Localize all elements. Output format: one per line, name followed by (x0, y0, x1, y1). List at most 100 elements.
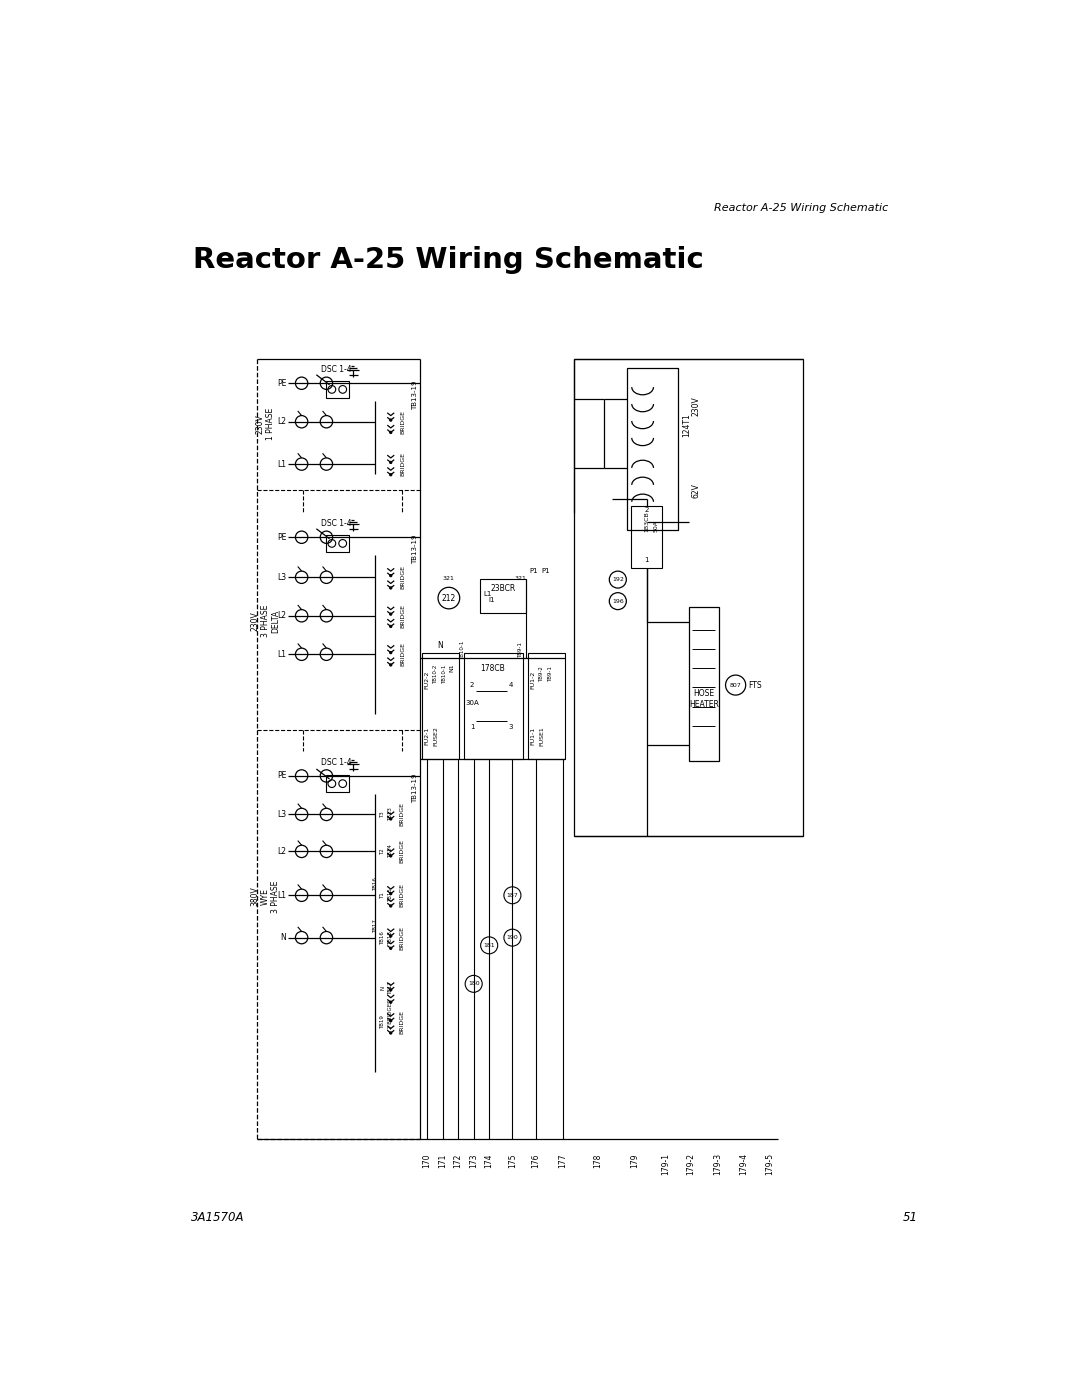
Bar (631, 507, 662, 569)
Bar (326, 535, 349, 552)
Text: DSC 1-4: DSC 1-4 (321, 365, 352, 374)
Text: BRIDGE: BRIDGE (400, 802, 405, 827)
Circle shape (390, 817, 392, 820)
Text: 321: 321 (514, 577, 526, 581)
Text: TB10-2: TB10-2 (433, 665, 438, 685)
Text: BRIDGE: BRIDGE (400, 840, 405, 863)
Bar (326, 381, 349, 398)
Text: BRIDGE: BRIDGE (401, 566, 406, 590)
Text: 179-4: 179-4 (739, 1154, 747, 1175)
Text: BRIDGE: BRIDGE (400, 926, 405, 950)
Text: 3: 3 (509, 724, 513, 729)
Bar (422, 652, 459, 759)
Text: PE: PE (276, 532, 286, 542)
Text: 2 BRIDGES: 2 BRIDGES (388, 1000, 393, 1030)
Text: FUSE1: FUSE1 (539, 726, 544, 746)
Text: TB9-2: TB9-2 (539, 666, 544, 682)
Circle shape (390, 626, 392, 627)
Text: I1: I1 (488, 597, 495, 602)
Bar (464, 652, 523, 759)
Text: FU2-1: FU2-1 (424, 726, 430, 745)
Circle shape (390, 432, 392, 433)
Text: 177: 177 (558, 1154, 567, 1168)
Text: L1: L1 (484, 591, 492, 598)
Text: DSC 1-4: DSC 1-4 (321, 518, 352, 528)
Text: PE: PE (276, 771, 286, 781)
Text: DSC 1-4: DSC 1-4 (321, 757, 352, 767)
Circle shape (390, 574, 392, 577)
Text: 179-5: 179-5 (766, 1154, 774, 1175)
Text: 380V
WYE
3 PHASE: 380V WYE 3 PHASE (251, 880, 280, 912)
Text: HOSE
HEATER: HOSE HEATER (689, 689, 719, 708)
Text: P1: P1 (530, 569, 539, 574)
Text: TB13: TB13 (388, 807, 393, 821)
Circle shape (390, 419, 392, 422)
Text: T3: T3 (380, 812, 386, 817)
Text: L1: L1 (278, 650, 286, 659)
Text: 174: 174 (485, 1154, 494, 1168)
Text: 50A: 50A (653, 520, 659, 532)
Text: 4: 4 (509, 682, 513, 689)
Text: FU1-2: FU1-2 (531, 671, 536, 689)
Text: T2: T2 (380, 848, 386, 855)
Text: PE: PE (276, 379, 286, 388)
Text: FU1-1: FU1-1 (531, 726, 536, 745)
Text: 1: 1 (645, 557, 649, 563)
Text: L2: L2 (278, 612, 286, 620)
Text: 23BCR: 23BCR (490, 584, 516, 592)
Circle shape (390, 1032, 392, 1034)
Bar (528, 652, 565, 759)
Text: 230V: 230V (691, 397, 701, 416)
Text: 196: 196 (612, 599, 624, 604)
Text: 190: 190 (507, 935, 518, 940)
Text: 178CB: 178CB (481, 664, 505, 672)
Text: Reactor A-25 Wiring Schematic: Reactor A-25 Wiring Schematic (193, 246, 704, 274)
Text: 170: 170 (422, 1154, 432, 1168)
Text: 230V
3 PHASE
DELTA: 230V 3 PHASE DELTA (251, 605, 280, 637)
Circle shape (390, 461, 392, 464)
Text: L2: L2 (278, 847, 286, 856)
Circle shape (390, 1002, 392, 1003)
Text: 62V: 62V (691, 483, 701, 499)
Bar (689, 606, 718, 760)
Text: 179-1: 179-1 (661, 1154, 671, 1175)
Text: L3: L3 (276, 573, 286, 581)
Text: FUSE2: FUSE2 (433, 726, 438, 746)
Bar (575, 359, 804, 835)
Circle shape (390, 613, 392, 615)
Text: 51: 51 (903, 1211, 918, 1224)
Text: TB19: TB19 (380, 1016, 386, 1030)
Text: P1: P1 (541, 569, 550, 574)
Text: 2: 2 (645, 507, 649, 513)
Text: TB18: TB18 (388, 930, 393, 944)
Text: 179-2: 179-2 (686, 1154, 696, 1175)
Circle shape (390, 893, 392, 895)
Text: 178: 178 (593, 1154, 603, 1168)
Text: 180: 180 (468, 981, 480, 986)
Text: 179: 179 (631, 1154, 639, 1168)
Text: L3: L3 (276, 810, 286, 819)
Text: FU2-2: FU2-2 (424, 671, 430, 689)
Circle shape (390, 1020, 392, 1021)
Bar (326, 775, 349, 792)
Text: N1: N1 (449, 664, 455, 672)
Text: N: N (380, 986, 386, 989)
Circle shape (390, 474, 392, 476)
Text: 321: 321 (443, 577, 455, 581)
Text: 179-3: 179-3 (713, 1154, 723, 1175)
Text: 30A: 30A (465, 700, 480, 705)
Text: BRIDGE: BRIDGE (401, 604, 406, 627)
Text: FTS: FTS (748, 680, 761, 690)
Text: 192: 192 (612, 577, 624, 583)
Text: 124T1: 124T1 (683, 414, 691, 437)
Text: TB13-19: TB13-19 (413, 535, 419, 564)
Text: TB16: TB16 (380, 930, 386, 944)
Circle shape (390, 905, 392, 907)
Text: 1B3CB: 1B3CB (644, 511, 649, 532)
Text: TB17: TB17 (373, 919, 378, 933)
Text: BRIDGE: BRIDGE (401, 409, 406, 433)
Text: T1: T1 (380, 891, 386, 898)
Text: TB9-1: TB9-1 (548, 666, 553, 682)
Text: L1: L1 (278, 891, 286, 900)
Text: TB13-19: TB13-19 (413, 381, 419, 411)
